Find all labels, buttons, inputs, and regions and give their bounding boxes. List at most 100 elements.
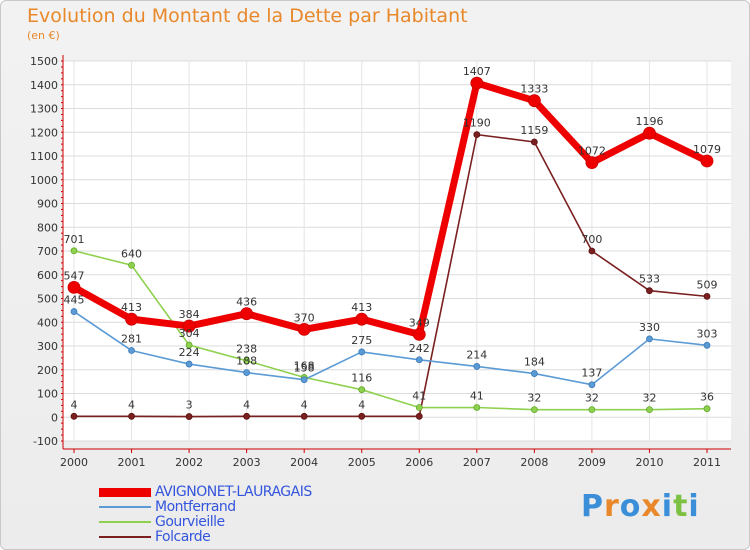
- x-tick-label: 2004: [290, 456, 318, 469]
- x-tick-label: 2002: [175, 456, 203, 469]
- series-line-gourvieille: [73, 249, 708, 411]
- data-label: 4: [358, 398, 365, 411]
- y-tick-label: 1100: [30, 150, 58, 163]
- proxiti-logo: Proxiti: [581, 489, 700, 524]
- data-label: 1196: [635, 115, 663, 128]
- y-tick-label: 500: [37, 293, 58, 306]
- data-point: [415, 404, 423, 411]
- data-point: [185, 341, 193, 349]
- data-point: [355, 312, 369, 326]
- data-point: [473, 131, 481, 139]
- y-tick-label: 300: [37, 340, 58, 353]
- data-label: 275: [351, 334, 372, 347]
- logo-letter: o: [619, 489, 642, 524]
- y-tick-label: 200: [37, 364, 58, 377]
- data-label: 32: [642, 392, 656, 405]
- y-tick-label: 100: [37, 388, 58, 401]
- data-label: 224: [179, 346, 200, 359]
- data-label: 4: [71, 398, 78, 411]
- logo-letter: P: [581, 489, 604, 524]
- data-label: 413: [351, 301, 372, 314]
- data-point: [530, 370, 538, 377]
- y-tick-label: 400: [37, 316, 58, 329]
- data-label: 158: [294, 362, 315, 375]
- data-label: 184: [524, 356, 545, 369]
- data-label: 4: [301, 398, 308, 411]
- data-point: [240, 307, 254, 321]
- data-label: 303: [697, 327, 718, 340]
- data-label: 700: [581, 233, 602, 246]
- y-tick-label: 0: [51, 411, 58, 424]
- y-tick-label: 900: [37, 198, 58, 211]
- x-tick-label: 2011: [693, 456, 721, 469]
- data-label: 533: [639, 273, 660, 286]
- data-label: 1190: [463, 117, 491, 130]
- series-line-avignonet-lauragais: [70, 79, 711, 338]
- data-label: 1159: [520, 124, 548, 137]
- data-point: [530, 406, 538, 414]
- data-label: 4: [128, 398, 135, 411]
- legend-label: AVIGNONET-LAURAGAIS: [155, 484, 312, 500]
- data-label: 330: [639, 321, 660, 334]
- x-tick-label: 2007: [463, 456, 491, 469]
- x-tick-label: 2003: [233, 456, 261, 469]
- chart-title: Evolution du Montant de la Dette par Hab…: [27, 5, 468, 27]
- data-point: [358, 348, 366, 356]
- data-point: [588, 247, 596, 255]
- data-point: [646, 287, 653, 295]
- y-tick-label: 800: [37, 221, 58, 234]
- data-point: [646, 406, 653, 414]
- logo-letter: t: [673, 489, 689, 524]
- data-label: 370: [294, 311, 315, 324]
- data-point: [243, 412, 251, 420]
- data-label: 41: [412, 390, 426, 403]
- y-tick-label: 1300: [30, 103, 58, 116]
- logo-letter: i: [661, 489, 674, 524]
- x-tick-label: 2009: [578, 456, 606, 469]
- data-label: 168: [294, 359, 315, 372]
- data-label: 413: [121, 301, 142, 314]
- logo-letter: x: [641, 489, 662, 524]
- data-point: [125, 312, 138, 326]
- data-point: [243, 369, 251, 377]
- data-label: 1333: [520, 83, 548, 96]
- legend-label: Gourvieille: [155, 514, 225, 530]
- data-point: [297, 322, 311, 336]
- data-point: [412, 327, 426, 341]
- data-point: [703, 341, 711, 349]
- data-point: [588, 381, 596, 389]
- y-tick-label: 1400: [30, 79, 58, 92]
- data-point: [70, 412, 78, 420]
- series-line-montferrand: [73, 310, 708, 386]
- chart-subtitle: (en €): [27, 29, 60, 42]
- data-label: 214: [466, 348, 487, 361]
- y-tick-label: 1500: [30, 55, 58, 68]
- data-label: 3: [186, 399, 193, 412]
- data-label: 238: [236, 343, 257, 356]
- data-point: [182, 319, 196, 333]
- data-point: [700, 154, 714, 168]
- data-label: 509: [697, 278, 718, 291]
- data-label: 137: [581, 367, 602, 380]
- data-point: [703, 405, 711, 413]
- x-tick-label: 2001: [118, 456, 146, 469]
- data-point: [415, 356, 423, 364]
- data-point: [185, 360, 193, 368]
- data-point: [243, 357, 251, 365]
- data-label: 304: [179, 327, 200, 340]
- data-label: 1407: [463, 65, 491, 78]
- data-point: [185, 413, 193, 420]
- data-point: [128, 261, 135, 269]
- x-tick-label: 2005: [348, 456, 376, 469]
- data-point: [70, 247, 78, 255]
- data-point: [300, 412, 308, 420]
- data-point: [300, 376, 308, 384]
- data-point: [70, 308, 78, 315]
- y-tick-label: 600: [37, 269, 58, 282]
- y-tick-label: 700: [37, 245, 58, 258]
- data-label: 32: [527, 392, 541, 405]
- data-label: 32: [585, 392, 599, 405]
- data-point: [646, 335, 653, 343]
